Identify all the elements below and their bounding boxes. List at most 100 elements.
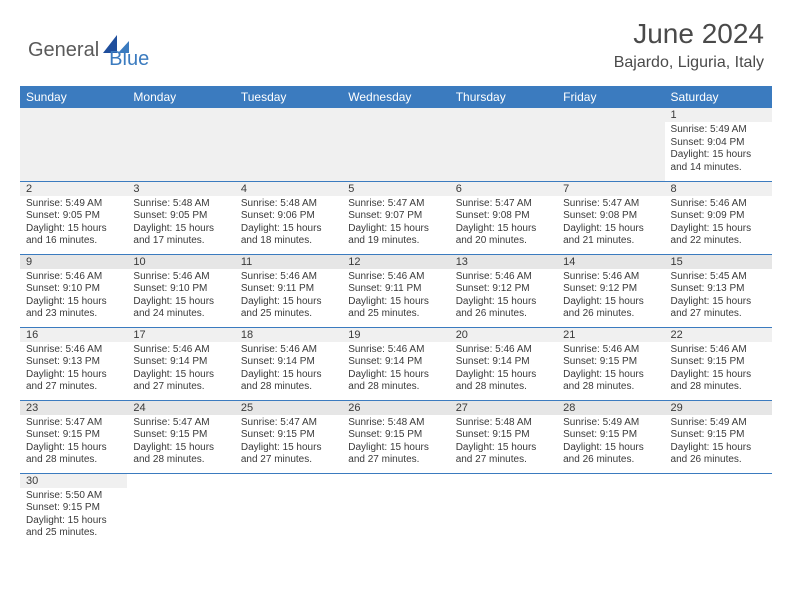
- sunrise-line: Sunrise: 5:46 AM: [456, 271, 551, 284]
- sunset-line: Sunset: 9:06 PM: [241, 210, 336, 223]
- sunrise-line: Sunrise: 5:46 AM: [348, 271, 443, 284]
- daylight-line: Daylight: 15 hours: [456, 223, 551, 236]
- calendar-day-cell: 10Sunrise: 5:46 AMSunset: 9:10 PMDayligh…: [127, 254, 234, 327]
- calendar-day-cell: [127, 473, 234, 546]
- sunrise-line: Sunrise: 5:46 AM: [133, 344, 228, 357]
- daylight-line: and 26 minutes.: [671, 454, 766, 467]
- daylight-line: Daylight: 15 hours: [26, 296, 121, 309]
- daylight-line: and 27 minutes.: [133, 381, 228, 394]
- calendar-day-cell: 15Sunrise: 5:45 AMSunset: 9:13 PMDayligh…: [665, 254, 772, 327]
- daylight-line: Daylight: 15 hours: [348, 369, 443, 382]
- calendar-day-cell: 9Sunrise: 5:46 AMSunset: 9:10 PMDaylight…: [20, 254, 127, 327]
- calendar-day-cell: 23Sunrise: 5:47 AMSunset: 9:15 PMDayligh…: [20, 400, 127, 473]
- calendar-week-row: 9Sunrise: 5:46 AMSunset: 9:10 PMDaylight…: [20, 254, 772, 327]
- day-number: 16: [20, 328, 127, 342]
- sunset-line: Sunset: 9:15 PM: [456, 429, 551, 442]
- sunrise-line: Sunrise: 5:47 AM: [133, 417, 228, 430]
- daylight-line: Daylight: 15 hours: [26, 369, 121, 382]
- calendar-day-cell: [235, 108, 342, 181]
- daylight-line: and 28 minutes.: [241, 381, 336, 394]
- daylight-line: and 23 minutes.: [26, 308, 121, 321]
- calendar-day-cell: 2Sunrise: 5:49 AMSunset: 9:05 PMDaylight…: [20, 181, 127, 254]
- day-number: 29: [665, 401, 772, 415]
- weekday-header: Tuesday: [235, 86, 342, 108]
- daylight-line: and 26 minutes.: [456, 308, 551, 321]
- calendar-day-cell: [450, 108, 557, 181]
- calendar-week-row: 23Sunrise: 5:47 AMSunset: 9:15 PMDayligh…: [20, 400, 772, 473]
- calendar-day-cell: 20Sunrise: 5:46 AMSunset: 9:14 PMDayligh…: [450, 327, 557, 400]
- sunrise-line: Sunrise: 5:46 AM: [563, 271, 658, 284]
- calendar-day-cell: 5Sunrise: 5:47 AMSunset: 9:07 PMDaylight…: [342, 181, 449, 254]
- sunset-line: Sunset: 9:14 PM: [133, 356, 228, 369]
- daylight-line: Daylight: 15 hours: [671, 442, 766, 455]
- calendar-day-cell: [665, 473, 772, 546]
- sunrise-line: Sunrise: 5:48 AM: [456, 417, 551, 430]
- calendar-week-row: 16Sunrise: 5:46 AMSunset: 9:13 PMDayligh…: [20, 327, 772, 400]
- calendar-day-cell: 11Sunrise: 5:46 AMSunset: 9:11 PMDayligh…: [235, 254, 342, 327]
- sunset-line: Sunset: 9:14 PM: [348, 356, 443, 369]
- daylight-line: and 27 minutes.: [348, 454, 443, 467]
- daylight-line: Daylight: 15 hours: [133, 442, 228, 455]
- calendar-day-cell: 7Sunrise: 5:47 AMSunset: 9:08 PMDaylight…: [557, 181, 664, 254]
- calendar-day-cell: 21Sunrise: 5:46 AMSunset: 9:15 PMDayligh…: [557, 327, 664, 400]
- daylight-line: and 26 minutes.: [563, 308, 658, 321]
- sunrise-line: Sunrise: 5:46 AM: [241, 271, 336, 284]
- sunset-line: Sunset: 9:10 PM: [133, 283, 228, 296]
- day-number: 9: [20, 255, 127, 269]
- day-number: 8: [665, 182, 772, 196]
- daylight-line: and 28 minutes.: [563, 381, 658, 394]
- sunrise-line: Sunrise: 5:49 AM: [563, 417, 658, 430]
- sunrise-line: Sunrise: 5:50 AM: [26, 490, 121, 503]
- sunrise-line: Sunrise: 5:46 AM: [671, 344, 766, 357]
- calendar-day-cell: [557, 108, 664, 181]
- daylight-line: and 27 minutes.: [671, 308, 766, 321]
- calendar-day-cell: [235, 473, 342, 546]
- daylight-line: Daylight: 15 hours: [456, 296, 551, 309]
- daylight-line: and 21 minutes.: [563, 235, 658, 248]
- sunrise-line: Sunrise: 5:46 AM: [26, 344, 121, 357]
- calendar-day-cell: 1Sunrise: 5:49 AMSunset: 9:04 PMDaylight…: [665, 108, 772, 181]
- sunrise-line: Sunrise: 5:48 AM: [348, 417, 443, 430]
- calendar-day-cell: 22Sunrise: 5:46 AMSunset: 9:15 PMDayligh…: [665, 327, 772, 400]
- daylight-line: and 25 minutes.: [26, 527, 121, 540]
- sunset-line: Sunset: 9:08 PM: [456, 210, 551, 223]
- calendar-day-cell: [20, 108, 127, 181]
- sunset-line: Sunset: 9:11 PM: [348, 283, 443, 296]
- day-number: 23: [20, 401, 127, 415]
- day-number: 2: [20, 182, 127, 196]
- daylight-line: Daylight: 15 hours: [563, 369, 658, 382]
- calendar-day-cell: 14Sunrise: 5:46 AMSunset: 9:12 PMDayligh…: [557, 254, 664, 327]
- calendar-day-cell: 6Sunrise: 5:47 AMSunset: 9:08 PMDaylight…: [450, 181, 557, 254]
- sunset-line: Sunset: 9:15 PM: [671, 356, 766, 369]
- weekday-header: Monday: [127, 86, 234, 108]
- daylight-line: Daylight: 15 hours: [241, 296, 336, 309]
- day-number: 6: [450, 182, 557, 196]
- daylight-line: Daylight: 15 hours: [563, 296, 658, 309]
- daylight-line: and 14 minutes.: [671, 162, 766, 175]
- daylight-line: Daylight: 15 hours: [133, 296, 228, 309]
- calendar-day-cell: 30Sunrise: 5:50 AMSunset: 9:15 PMDayligh…: [20, 473, 127, 546]
- logo-text-general: General: [28, 39, 99, 62]
- sunset-line: Sunset: 9:09 PM: [671, 210, 766, 223]
- daylight-line: Daylight: 15 hours: [26, 223, 121, 236]
- sunrise-line: Sunrise: 5:46 AM: [456, 344, 551, 357]
- daylight-line: Daylight: 15 hours: [241, 223, 336, 236]
- weekday-header: Sunday: [20, 86, 127, 108]
- sunrise-line: Sunrise: 5:46 AM: [671, 198, 766, 211]
- calendar-day-cell: 17Sunrise: 5:46 AMSunset: 9:14 PMDayligh…: [127, 327, 234, 400]
- calendar-day-cell: 12Sunrise: 5:46 AMSunset: 9:11 PMDayligh…: [342, 254, 449, 327]
- header: General Blue June 2024 Bajardo, Liguria,…: [0, 0, 792, 80]
- calendar-day-cell: 18Sunrise: 5:46 AMSunset: 9:14 PMDayligh…: [235, 327, 342, 400]
- daylight-line: and 18 minutes.: [241, 235, 336, 248]
- weekday-header: Friday: [557, 86, 664, 108]
- daylight-line: Daylight: 15 hours: [26, 442, 121, 455]
- location-label: Bajardo, Liguria, Italy: [614, 54, 764, 72]
- sunset-line: Sunset: 9:05 PM: [26, 210, 121, 223]
- calendar-day-cell: 28Sunrise: 5:49 AMSunset: 9:15 PMDayligh…: [557, 400, 664, 473]
- calendar-day-cell: 8Sunrise: 5:46 AMSunset: 9:09 PMDaylight…: [665, 181, 772, 254]
- daylight-line: and 20 minutes.: [456, 235, 551, 248]
- sunrise-line: Sunrise: 5:49 AM: [671, 124, 766, 137]
- calendar-week-row: 30Sunrise: 5:50 AMSunset: 9:15 PMDayligh…: [20, 473, 772, 546]
- daylight-line: Daylight: 15 hours: [456, 442, 551, 455]
- sunrise-line: Sunrise: 5:46 AM: [563, 344, 658, 357]
